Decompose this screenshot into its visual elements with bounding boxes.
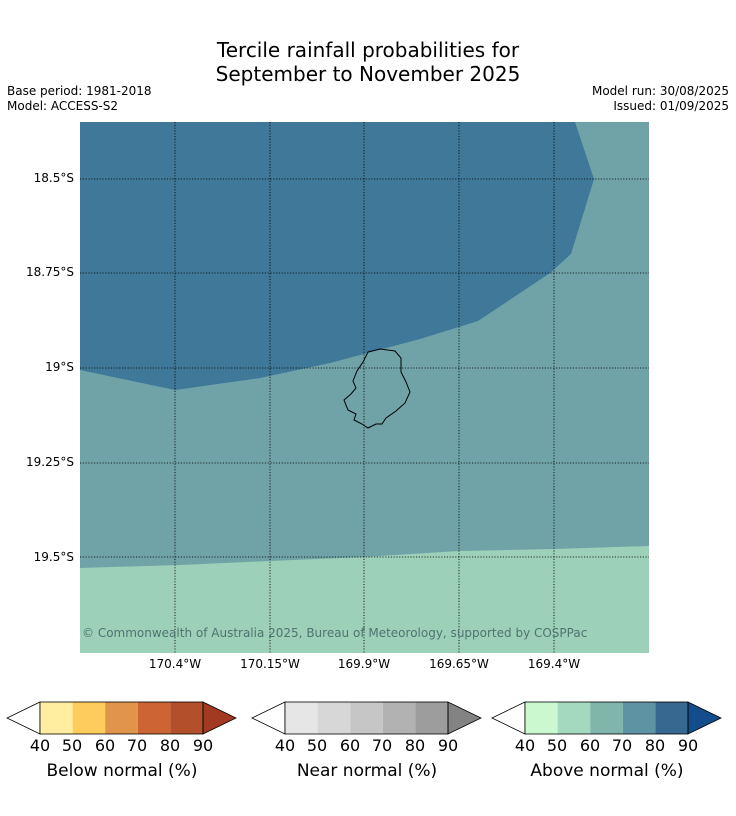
colorbar-segment	[655, 702, 688, 734]
legend-tick: 80	[404, 736, 426, 755]
legend-tick: 70	[126, 736, 148, 755]
lon-label: 169.4°W	[527, 657, 581, 671]
colorbar-segment	[285, 702, 318, 734]
meta-left: Base period: 1981-2018 Model: ACCESS-S2	[7, 84, 152, 114]
legend-tick: 40	[29, 736, 51, 755]
colorbar-arrow-high	[687, 701, 722, 735]
legend-tick: 60	[579, 736, 601, 755]
lon-label: 169.9°W	[337, 657, 391, 671]
legend-tick: 50	[61, 736, 83, 755]
legend-tick: 80	[159, 736, 181, 755]
lat-label: 19.5°S	[33, 550, 74, 564]
colorbar-segment	[350, 702, 383, 734]
lat-label: 19.25°S	[26, 455, 74, 469]
legend-tick: 50	[546, 736, 568, 755]
legend-tick: 60	[94, 736, 116, 755]
legend-caption-above: Above normal (%)	[530, 761, 684, 781]
lon-label: 170.4°W	[148, 657, 202, 671]
legend-tick: 70	[371, 736, 393, 755]
legend-tick: 90	[437, 736, 459, 755]
model-run: Model run: 30/08/2025	[591, 84, 729, 98]
legend-tick: 40	[514, 736, 536, 755]
legend-tick: 80	[644, 736, 666, 755]
colorbar-segment	[317, 702, 351, 734]
colorbar-segment	[170, 702, 203, 734]
legend-caption-near: Near normal (%)	[296, 761, 438, 781]
colorbar-segment	[557, 702, 591, 734]
colorbar-arrow-high	[202, 701, 237, 735]
colorbar-segment	[105, 702, 138, 734]
colorbar-segment	[590, 702, 623, 734]
legend-tick: 40	[274, 736, 296, 755]
lon-label: 169.65°W	[429, 657, 489, 671]
colorbar-segment	[415, 702, 448, 734]
colorbar-arrow-high	[447, 701, 482, 735]
colorbar-segment	[382, 702, 416, 734]
legend-caption-below: Below normal (%)	[46, 761, 198, 781]
lon-label: 170.15°W	[240, 657, 300, 671]
legend-bars	[6, 701, 722, 735]
region-above-low	[80, 546, 649, 653]
colorbar-outline	[284, 701, 449, 735]
colorbar-segment	[40, 702, 73, 734]
colorbar-arrow-low	[6, 701, 41, 735]
colorbar-segment	[525, 702, 558, 734]
colorbar-near	[251, 701, 482, 735]
region-above-high	[80, 122, 594, 390]
issued-date: Issued: 01/09/2025	[613, 99, 729, 113]
colorbar-outline	[39, 701, 204, 735]
title-line-2: September to November 2025	[215, 62, 521, 86]
colorbar-segment	[622, 702, 656, 734]
colorbar-arrow-low	[491, 701, 526, 735]
colorbar-segment	[137, 702, 171, 734]
model-name: Model: ACCESS-S2	[7, 99, 119, 113]
colorbar-outline	[524, 701, 689, 735]
legend-tick: 60	[339, 736, 361, 755]
lat-label: 19°S	[45, 360, 74, 374]
legend-tick: 90	[677, 736, 699, 755]
title-line-1: Tercile rainfall probabilities for	[216, 38, 520, 62]
niue-island-outline	[343, 348, 411, 429]
base-period: Base period: 1981-2018	[7, 84, 152, 98]
legend-tick: 90	[192, 736, 214, 755]
meta-right: Model run: 30/08/2025 Issued: 01/09/2025	[592, 84, 729, 114]
map-panel	[80, 122, 649, 653]
colorbar-segment	[72, 702, 106, 734]
colorbar-below	[6, 701, 237, 735]
lat-label: 18.5°S	[33, 171, 74, 185]
graticule	[80, 122, 649, 653]
chart-title: Tercile rainfall probabilities for Septe…	[0, 38, 736, 86]
copyright-notice: © Commonwealth of Australia 2025, Bureau…	[82, 626, 588, 640]
colorbar-arrow-low	[251, 701, 286, 735]
legend-tick: 70	[611, 736, 633, 755]
colorbar-above	[491, 701, 722, 735]
legend-tick: 50	[306, 736, 328, 755]
lat-label: 18.75°S	[26, 265, 74, 279]
